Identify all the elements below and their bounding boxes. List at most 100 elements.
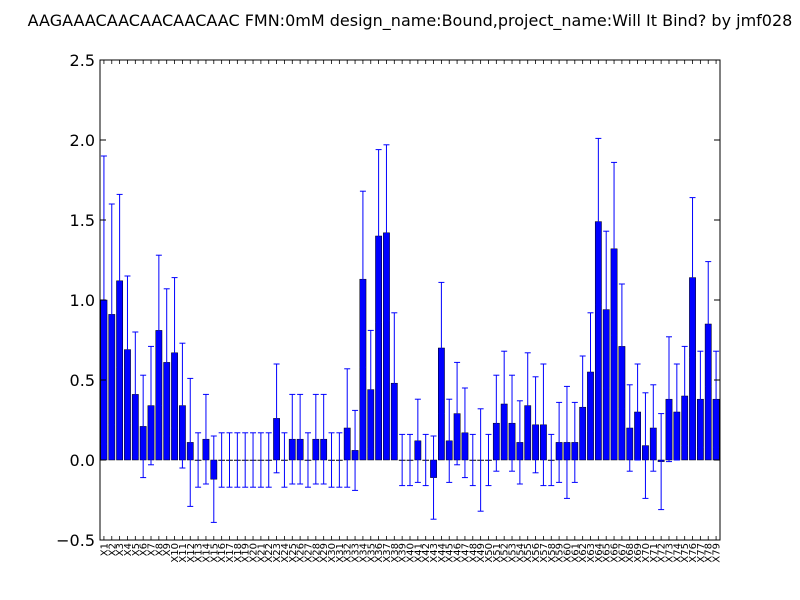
error-bar-X64 bbox=[595, 137, 602, 306]
x-tick-label: X78 bbox=[704, 543, 715, 563]
x-tick-label: X50 bbox=[484, 543, 495, 563]
error-bar-X51 bbox=[493, 374, 500, 472]
x-tick-label: X41 bbox=[413, 543, 424, 563]
x-tick-label: X43 bbox=[429, 543, 440, 563]
error-bar-X70 bbox=[642, 392, 649, 499]
x-tick-label: X36 bbox=[374, 543, 385, 563]
error-bar-X45 bbox=[446, 398, 453, 483]
x-tick-label: X40 bbox=[406, 543, 417, 563]
error-bar-X50 bbox=[485, 433, 492, 487]
x-tick-label: X30 bbox=[327, 543, 338, 563]
error-bar-X60 bbox=[563, 385, 570, 499]
error-bar-X44 bbox=[438, 281, 445, 415]
error-bar-X72 bbox=[658, 413, 665, 511]
x-tick-label: X62 bbox=[578, 543, 589, 563]
x-tick-label: X16 bbox=[217, 543, 228, 563]
error-bar-X29 bbox=[320, 393, 327, 485]
x-tick-label: X9 bbox=[162, 543, 173, 556]
x-tick-label: X61 bbox=[570, 543, 581, 563]
error-bar-X61 bbox=[571, 401, 578, 483]
x-tick-label: X27 bbox=[303, 543, 314, 563]
error-bar-X55 bbox=[524, 352, 531, 459]
x-tick-label: X74 bbox=[672, 543, 683, 563]
error-bar-X48 bbox=[469, 433, 476, 487]
x-tick-label: X60 bbox=[562, 543, 573, 563]
x-tick-label: X57 bbox=[539, 543, 550, 563]
error-bar-X54 bbox=[516, 400, 523, 485]
error-bar-X3 bbox=[116, 193, 123, 368]
error-bar-X2 bbox=[108, 203, 115, 426]
x-tick-label: X65 bbox=[602, 543, 613, 563]
x-tick-label: X10 bbox=[170, 543, 181, 563]
x-tick-label: X4 bbox=[123, 543, 134, 556]
error-bar-X4 bbox=[124, 275, 131, 424]
error-bar-X14 bbox=[202, 393, 209, 485]
error-bar-X63 bbox=[587, 312, 594, 432]
error-bar-X5 bbox=[132, 331, 139, 458]
x-tick-label: X7 bbox=[147, 543, 158, 556]
error-bar-X16 bbox=[218, 432, 225, 488]
error-bar-X12 bbox=[187, 377, 194, 507]
x-tick-label: X13 bbox=[194, 543, 205, 563]
y-tick-label: 2.5 bbox=[70, 51, 95, 70]
x-tick-label: X55 bbox=[523, 543, 534, 563]
y-tick-label: 2.0 bbox=[70, 131, 95, 150]
error-bar-X67 bbox=[618, 283, 625, 410]
y-tick-label: 0.0 bbox=[70, 451, 95, 470]
x-tick-label: X21 bbox=[256, 543, 267, 563]
x-axis: X1X2X3X4X5X6X7X8X9X10X11X12X13X14X15X16X… bbox=[99, 60, 723, 563]
x-tick-label: X70 bbox=[641, 543, 652, 563]
x-tick-label: X44 bbox=[437, 543, 448, 563]
x-tick-label: X29 bbox=[319, 543, 330, 563]
error-bar-X11 bbox=[179, 342, 186, 469]
error-bar-X47 bbox=[461, 387, 468, 479]
error-bar-X6 bbox=[140, 374, 147, 479]
x-tick-label: X63 bbox=[586, 543, 597, 563]
error-bar-X37 bbox=[383, 144, 390, 322]
x-tick-label: X32 bbox=[343, 543, 354, 563]
error-bar-X35 bbox=[367, 329, 374, 450]
error-bar-X36 bbox=[375, 149, 382, 323]
error-bar-X33 bbox=[352, 409, 359, 491]
y-tick-label: 1.5 bbox=[70, 211, 95, 230]
y-axis: −0.5 0.0 0.5 1.0 1.5 2.0 2.5 bbox=[56, 51, 720, 550]
x-tick-label: X67 bbox=[617, 543, 628, 563]
x-tick-label: X35 bbox=[366, 543, 377, 563]
error-bar-X31 bbox=[336, 432, 343, 488]
x-tick-label: X19 bbox=[241, 543, 252, 563]
x-tick-label: X79 bbox=[712, 543, 723, 563]
y-tick-label: −0.5 bbox=[56, 531, 95, 550]
error-bar-X42 bbox=[422, 433, 429, 487]
error-bar-X10 bbox=[171, 277, 178, 429]
error-bar-X38 bbox=[391, 312, 398, 455]
error-bar-X59 bbox=[556, 401, 563, 483]
x-tick-label: X33 bbox=[351, 543, 362, 563]
x-tick-label: X54 bbox=[515, 543, 526, 563]
error-bar-X30 bbox=[328, 432, 335, 488]
x-tick-label: X22 bbox=[264, 543, 275, 563]
error-bar-X24 bbox=[281, 432, 288, 488]
x-tick-label: X8 bbox=[154, 543, 165, 556]
x-tick-label: X39 bbox=[398, 543, 409, 563]
error-bar-X76 bbox=[689, 197, 696, 359]
x-tick-label: X48 bbox=[468, 543, 479, 563]
x-tick-label: X3 bbox=[115, 543, 126, 556]
error-bar-X58 bbox=[548, 433, 555, 487]
x-tick-label: X20 bbox=[249, 543, 260, 563]
y-tick-label: 0.5 bbox=[70, 371, 95, 390]
x-tick-label: X28 bbox=[311, 543, 322, 563]
x-tick-label: X25 bbox=[288, 543, 299, 563]
error-bar-X39 bbox=[399, 433, 406, 487]
x-tick-label: X72 bbox=[657, 543, 668, 563]
x-tick-label: X58 bbox=[547, 543, 558, 563]
error-bar-X17 bbox=[226, 432, 233, 488]
x-tick-label: X6 bbox=[139, 543, 150, 556]
error-bar-X28 bbox=[312, 393, 319, 485]
x-tick-label: X76 bbox=[688, 543, 699, 563]
x-tick-label: X23 bbox=[272, 543, 283, 563]
x-tick-label: X24 bbox=[280, 543, 291, 563]
error-bar-X49 bbox=[477, 408, 484, 512]
error-bar-X7 bbox=[148, 345, 155, 466]
chart-title: AAGAAACAACAACAACAAC FMN:0mM design_name:… bbox=[28, 11, 793, 31]
